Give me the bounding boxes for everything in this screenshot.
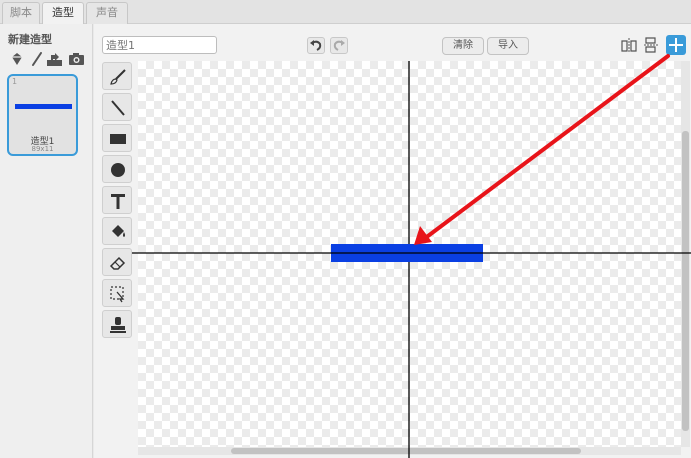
paint-bucket-icon: [112, 225, 125, 237]
flip-vertical-button[interactable]: [643, 36, 661, 54]
ellipse-icon: [111, 163, 125, 177]
costume-name-input[interactable]: [102, 36, 217, 54]
flip-horizontal-button[interactable]: [620, 36, 638, 54]
select-tool[interactable]: [102, 279, 132, 307]
tab-sounds[interactable]: 声音: [86, 2, 128, 24]
redo-button[interactable]: [330, 37, 348, 54]
costume-thumbnail[interactable]: 1 造型1 89x11: [7, 74, 78, 156]
tab-costumes[interactable]: 造型: [42, 2, 84, 25]
vertical-scrollbar[interactable]: [681, 61, 690, 447]
brush-tool[interactable]: [102, 62, 132, 90]
ellipse-tool[interactable]: [102, 155, 132, 183]
undo-icon: [310, 40, 322, 51]
eraser-icon: [109, 256, 126, 270]
new-costume-label: 新建造型: [8, 33, 52, 46]
costume-preview-shape: [15, 104, 72, 109]
costumes-pane: 新建造型 1 造型1 89x11: [0, 24, 93, 458]
rectangle-icon: [110, 134, 126, 144]
text-tool[interactable]: [102, 186, 132, 214]
tab-scripts[interactable]: 脚本: [2, 2, 40, 24]
horizontal-scrollbar[interactable]: [138, 447, 681, 455]
vertical-scroll-thumb[interactable]: [682, 131, 689, 431]
choose-from-library-icon[interactable]: [9, 51, 25, 67]
upload-costume-icon[interactable]: [46, 51, 62, 67]
text-icon: [111, 194, 125, 209]
drawing-canvas[interactable]: [138, 61, 681, 450]
tab-bar: 脚本 造型 声音: [0, 0, 691, 25]
flip-vertical-icon: [644, 37, 659, 53]
paint-new-costume-icon[interactable]: [29, 51, 45, 67]
camera-icon[interactable]: [68, 51, 84, 67]
eraser-tool[interactable]: [102, 248, 132, 276]
stamp-icon: [110, 317, 126, 333]
costume-size: 89x11: [31, 145, 54, 153]
undo-button[interactable]: [307, 37, 325, 54]
costume-number: 1: [12, 77, 18, 86]
crosshair-icon: [669, 38, 683, 52]
import-button[interactable]: 导入: [487, 37, 529, 55]
flip-horizontal-icon: [621, 38, 637, 53]
costume-name: 造型1: [30, 137, 55, 147]
set-costume-center-button[interactable]: [666, 35, 686, 55]
clear-button[interactable]: 清除: [442, 37, 484, 55]
new-costume-tools: [9, 51, 89, 67]
fill-tool[interactable]: [102, 217, 132, 245]
rectangle-tool[interactable]: [102, 124, 132, 152]
redo-icon: [333, 40, 345, 51]
line-tool[interactable]: [102, 93, 132, 121]
horizontal-scroll-thumb[interactable]: [231, 448, 581, 454]
stamp-tool[interactable]: [102, 310, 132, 338]
selection-icon: [110, 286, 125, 303]
brush-icon: [110, 69, 126, 85]
line-icon: [111, 100, 125, 116]
